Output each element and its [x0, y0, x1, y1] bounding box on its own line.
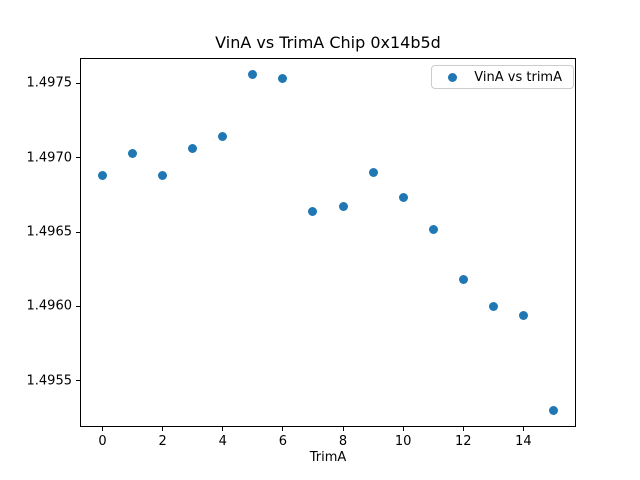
- x-tick-mark: [342, 427, 344, 431]
- x-tick-label: 0: [98, 434, 107, 449]
- x-tick-mark: [102, 427, 104, 431]
- y-tick-label: 1.4955: [26, 373, 73, 389]
- x-tick-mark: [162, 427, 164, 431]
- x-tick-mark: [282, 427, 284, 431]
- x-tick-mark: [462, 427, 464, 431]
- x-tick-mark: [222, 427, 224, 431]
- y-tick-label: 1.4970: [26, 150, 73, 166]
- y-tick-label: 1.4965: [26, 224, 73, 240]
- legend-label: VinA vs trimA: [474, 69, 562, 85]
- legend-marker-icon: [448, 72, 458, 82]
- y-tick-label: 1.4975: [26, 75, 73, 91]
- chart-title: VinA vs TrimA Chip 0x14b5d: [215, 33, 441, 52]
- x-tick-label: 2: [158, 434, 167, 449]
- x-tick-mark: [402, 427, 404, 431]
- x-tick-label: 8: [338, 434, 348, 449]
- x-tick-label: 14: [515, 434, 532, 449]
- plot-area: VinA vs trimA: [80, 58, 576, 427]
- x-tick-label: 6: [278, 434, 288, 449]
- legend: VinA vs trimA: [431, 65, 574, 89]
- x-tick-mark: [522, 427, 524, 431]
- x-tick-label: 10: [394, 434, 412, 449]
- x-axis-label: TrimA: [309, 450, 347, 465]
- y-tick-label: 1.4960: [26, 298, 73, 314]
- x-tick-label: 4: [218, 434, 227, 449]
- x-tick-label: 12: [454, 434, 472, 449]
